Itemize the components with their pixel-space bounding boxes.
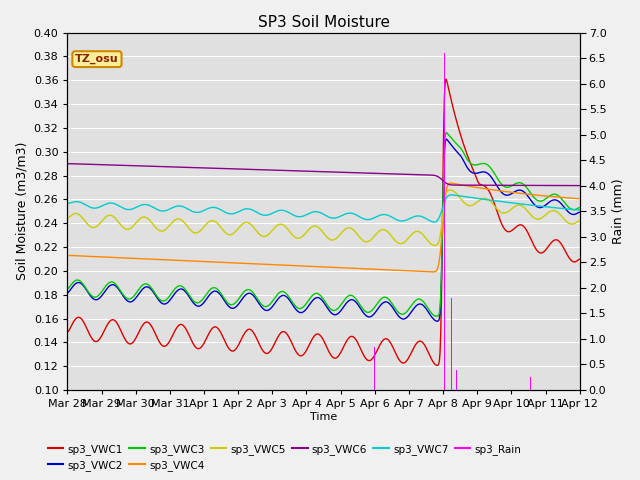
Title: SP3 Soil Moisture: SP3 Soil Moisture [257, 15, 390, 30]
Bar [374, 347, 375, 390]
Bar [530, 377, 531, 390]
X-axis label: Time: Time [310, 412, 337, 422]
Text: TZ_osu: TZ_osu [75, 54, 119, 64]
Bar [451, 298, 452, 390]
Bar [444, 53, 445, 390]
Y-axis label: Soil Moisture (m3/m3): Soil Moisture (m3/m3) [15, 142, 28, 280]
Y-axis label: Rain (mm): Rain (mm) [612, 179, 625, 244]
Legend: sp3_VWC1, sp3_VWC2, sp3_VWC3, sp3_VWC4, sp3_VWC5, sp3_VWC6, sp3_VWC7, sp3_Rain: sp3_VWC1, sp3_VWC2, sp3_VWC3, sp3_VWC4, … [44, 439, 525, 475]
